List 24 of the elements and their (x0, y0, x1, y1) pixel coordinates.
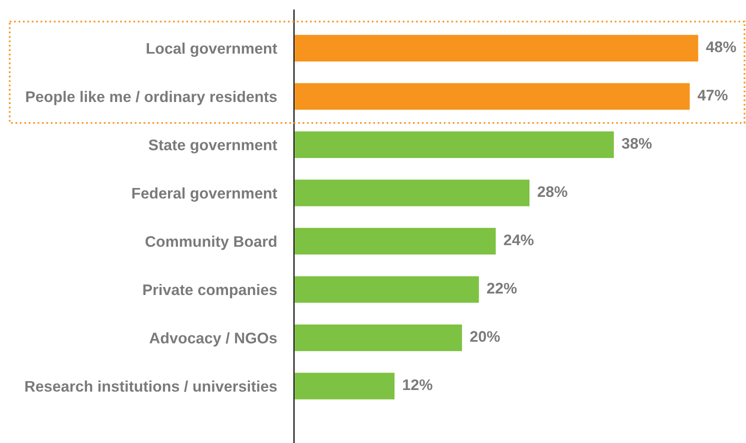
y-tick-label: Private companies (143, 284, 277, 298)
bar (294, 33, 700, 63)
data-label: 22% (487, 282, 517, 294)
data-label: 12% (403, 379, 432, 390)
bar (294, 178, 531, 208)
data-label: 48% (706, 41, 736, 52)
bar (294, 226, 498, 256)
bar (294, 82, 692, 112)
bar (294, 371, 396, 401)
data-label: 24% (504, 234, 534, 246)
y-tick-label: Advocacy / NGOs (150, 332, 277, 346)
data-label: 47% (698, 90, 728, 100)
data-label: 28% (538, 186, 568, 198)
bar (294, 130, 616, 160)
y-tick-label: Local government (146, 42, 278, 57)
data-label: 20% (470, 331, 500, 342)
y-tick-label: People like me / ordinary residents (26, 90, 277, 106)
y-tick-label: State government (148, 140, 278, 154)
bar (294, 274, 480, 304)
data-label: 38% (622, 138, 652, 149)
y-tick-label: Community Board (146, 236, 276, 250)
y-tick-label: Federal government (132, 187, 278, 202)
bar (294, 323, 464, 352)
y-tick-label: Research institutions / universities (25, 380, 277, 392)
